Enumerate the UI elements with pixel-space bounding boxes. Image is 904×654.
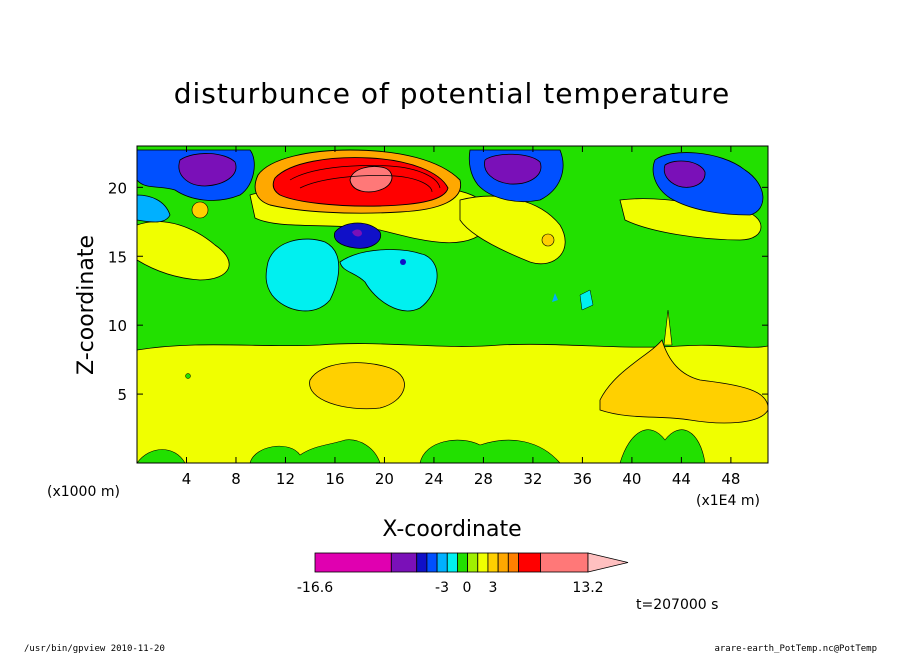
- x-tick-label: 36: [573, 470, 592, 488]
- x-tick-label: 44: [672, 470, 691, 488]
- x-tick-label: 32: [523, 470, 542, 488]
- colorbar-segment: [314, 552, 392, 573]
- x-tick-label: 40: [622, 470, 641, 488]
- colorbar-tick-label: -3: [435, 580, 449, 596]
- colorbar-tick-label: 0: [463, 580, 472, 596]
- bottom-green-3: [619, 429, 706, 463]
- x-tick-label: 8: [231, 470, 241, 488]
- x-tick-label: 12: [276, 470, 295, 488]
- colorbar-segment: [390, 552, 418, 573]
- x-axis-label: X-coordinate: [382, 517, 521, 542]
- x-tick-label: 16: [325, 470, 344, 488]
- yellow-layer: [137, 343, 768, 463]
- chart-title: disturbunce of potential temperature: [174, 77, 731, 110]
- red-contour-1: [289, 165, 441, 189]
- colorbar-segment: [477, 552, 489, 573]
- pink-core: [349, 166, 393, 193]
- purple-tm: [484, 153, 542, 185]
- colorbar-segment: [507, 552, 519, 573]
- y-axis: 5 10 15 20: [108, 179, 768, 404]
- blob-b: [541, 233, 555, 247]
- colorbar-tick-label: 3: [489, 580, 498, 596]
- x-tick-label: 48: [721, 470, 740, 488]
- cyan-tl: [137, 194, 171, 223]
- colorbar-segment: [436, 552, 448, 573]
- footer-left: /usr/bin/gpview 2010-11-20: [24, 644, 165, 654]
- purple-tr: [663, 160, 706, 188]
- footer-right: arare-earth_PotTemp.nc@PotTemp: [714, 644, 877, 654]
- colorbar-segment: [416, 552, 428, 573]
- bottom-green-2: [419, 439, 561, 463]
- thin-spike: [663, 309, 673, 346]
- colorbar-tick-label: 13.2: [572, 580, 603, 596]
- y-tick-label: 10: [108, 317, 127, 335]
- blob-d: [185, 373, 191, 379]
- colorbar: -16.6 -3 0 3 13.2: [297, 552, 629, 596]
- bottom-green: [249, 439, 381, 463]
- colorbar-segment: [487, 552, 499, 573]
- colorbar-arrow: [587, 552, 629, 573]
- plot-frame: [136, 145, 769, 464]
- x-unit-left: (x1000 m): [47, 484, 120, 500]
- x-axis: 4 8 12 16 20 24 28 32 36 40 44 48: [182, 146, 740, 488]
- y-tick-label: 5: [117, 386, 127, 404]
- cyan-left: [265, 238, 340, 312]
- y-tick-label: 20: [108, 179, 127, 197]
- spike-cyan: [579, 289, 594, 311]
- y-axis-label: Z-coordinate: [74, 235, 99, 375]
- blob-c: [400, 259, 406, 265]
- x-unit-right: (x1E4 m): [696, 493, 760, 509]
- orange-low-1: [309, 362, 405, 410]
- x-tick-label: 4: [182, 470, 192, 488]
- time-label: t=207000 s: [636, 597, 718, 613]
- colorbar-segment: [467, 552, 479, 573]
- colorbar-tick-label: -16.6: [297, 580, 333, 596]
- x-tick-label: 24: [424, 470, 443, 488]
- x-tick-label: 28: [474, 470, 493, 488]
- blue-small-inner: [352, 229, 362, 237]
- y-tick-label: 15: [108, 248, 127, 266]
- spike-blue: [552, 293, 558, 302]
- yellow-upper: [137, 221, 230, 281]
- orange-low-2: [599, 339, 768, 424]
- red-contour-2: [299, 175, 433, 193]
- x-tick-label: 20: [375, 470, 394, 488]
- colorbar-segment: [540, 552, 589, 573]
- colorbar-segment: [426, 552, 438, 573]
- blob-a: [191, 201, 209, 219]
- cyan-right: [339, 249, 438, 312]
- colorbar-segment: [497, 552, 509, 573]
- colorbar-segment: [446, 552, 458, 573]
- purple-tl: [178, 153, 237, 187]
- contour-field: [137, 146, 768, 463]
- colorbar-segment: [518, 552, 541, 573]
- colorbar-segment: [457, 552, 469, 573]
